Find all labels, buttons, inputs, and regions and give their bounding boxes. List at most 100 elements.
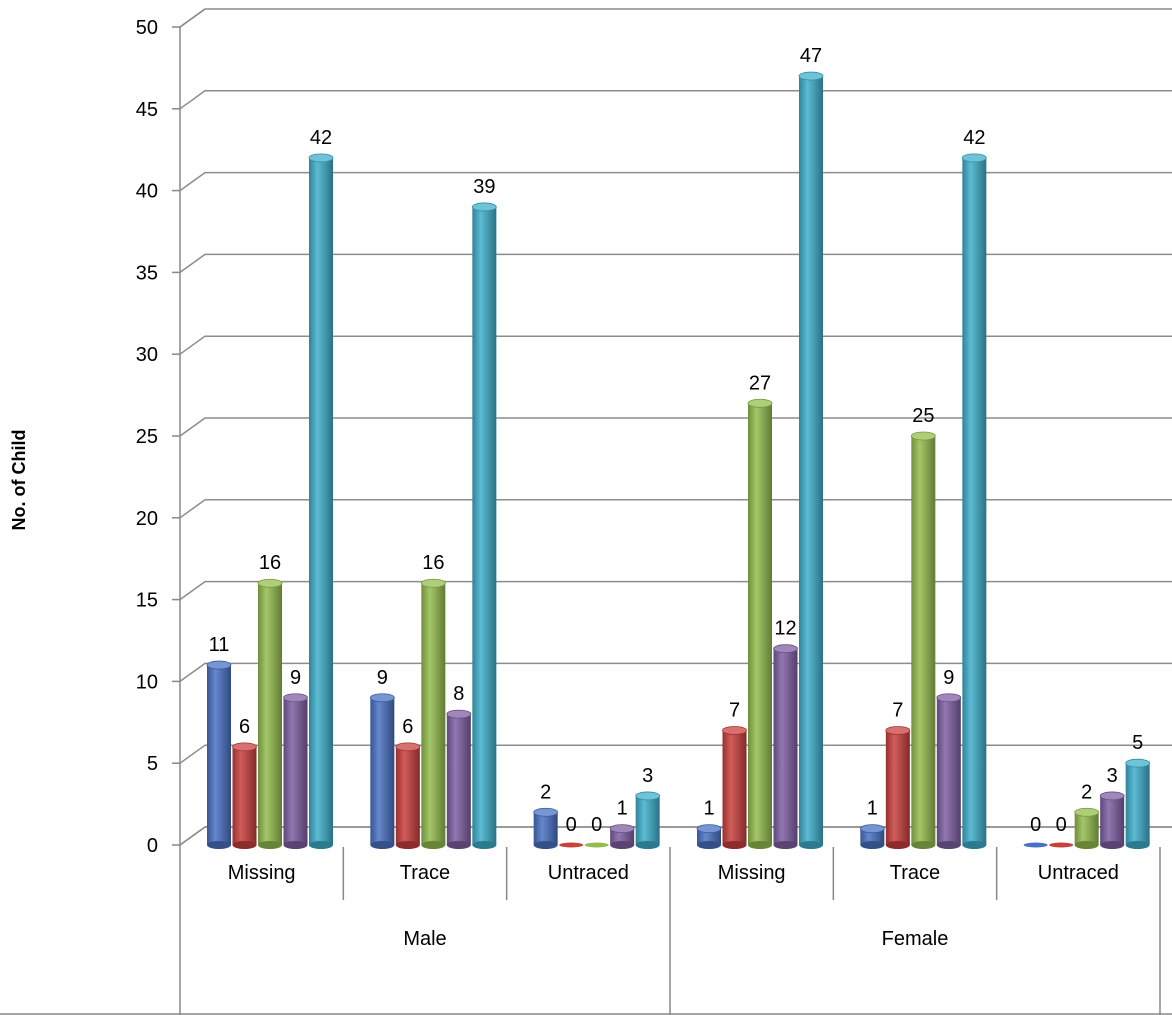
gridline — [179, 662, 1172, 683]
bar-base — [309, 841, 333, 849]
data-label: 9 — [290, 667, 301, 689]
gridline — [179, 335, 1172, 355]
bar-cap — [773, 644, 798, 654]
bar-cap — [696, 824, 722, 834]
bar-body — [446, 714, 471, 845]
bar-cap — [936, 693, 962, 703]
bar-body — [232, 746, 257, 845]
data-label: 6 — [402, 716, 413, 738]
data-label: 7 — [729, 699, 740, 721]
bar-cap — [559, 842, 584, 848]
bar-body — [773, 648, 798, 845]
bar-base — [1125, 841, 1150, 849]
bar — [1099, 791, 1125, 849]
bar-cap — [369, 693, 395, 703]
bar-body — [610, 828, 635, 845]
category-label: Untraced — [548, 862, 629, 884]
bar-body — [258, 583, 282, 845]
y-tick-label: 10 — [136, 671, 158, 693]
data-label: 6 — [239, 716, 250, 738]
data-label: 5 — [1132, 732, 1143, 754]
bar-body — [722, 730, 747, 845]
bar-base — [635, 841, 660, 849]
y-tick-label: 20 — [136, 508, 158, 530]
gridline — [179, 253, 1172, 274]
bar-body — [1074, 812, 1099, 845]
category-label: Trace — [890, 862, 940, 884]
bar — [747, 398, 773, 849]
data-label: 0 — [566, 814, 577, 836]
bar — [232, 742, 257, 849]
bar-body — [1100, 795, 1125, 845]
bar-cap — [232, 742, 257, 752]
y-tick-label: 35 — [136, 262, 158, 284]
bar-cap — [798, 71, 824, 81]
data-label: 0 — [591, 814, 602, 836]
bar — [420, 578, 446, 849]
bar-cap — [395, 742, 421, 752]
data-label: 2 — [1081, 781, 1092, 803]
bar — [283, 693, 308, 849]
bar-base — [395, 841, 420, 849]
bar — [257, 578, 283, 849]
y-tick-label: 45 — [136, 99, 158, 121]
gridline — [179, 171, 1172, 192]
data-label: 3 — [1107, 765, 1118, 787]
bar — [798, 71, 824, 849]
bar-base — [283, 841, 308, 849]
bar-base — [885, 841, 910, 849]
bar-cap — [283, 693, 308, 703]
category-axis: Missing Trace Untraced Missing Trace Untraced… — [0, 845, 1172, 1015]
bar — [584, 842, 609, 848]
data-label: 25 — [912, 405, 934, 427]
bar — [446, 709, 472, 849]
bar-body — [395, 746, 420, 845]
bar-cap — [446, 709, 472, 719]
bar — [885, 726, 911, 849]
y-tick-label: 25 — [136, 426, 158, 448]
bar-base — [936, 841, 961, 849]
bar-cap — [420, 578, 446, 588]
bar — [533, 807, 559, 849]
bar-cap — [885, 726, 911, 735]
bar-body — [962, 157, 987, 845]
bar — [395, 742, 421, 849]
y-tick-label: 50 — [136, 17, 158, 39]
bar-cap — [308, 153, 334, 163]
bar — [559, 842, 584, 848]
bar — [1023, 842, 1048, 848]
bar — [609, 824, 635, 849]
bar — [773, 644, 798, 849]
bar — [1125, 758, 1151, 849]
bar — [1074, 807, 1100, 849]
bar — [722, 726, 747, 849]
bar-base — [421, 841, 446, 849]
bar-base — [533, 841, 558, 849]
gridline — [179, 417, 1172, 437]
bar-base — [911, 841, 936, 849]
bar-body — [283, 697, 308, 845]
data-label: 11 — [209, 634, 230, 656]
bar-base — [697, 841, 721, 849]
data-label: 9 — [377, 667, 388, 689]
bar-base — [258, 841, 282, 849]
data-label: 0 — [1030, 814, 1041, 836]
bar-body — [533, 812, 558, 845]
bar-cap — [257, 578, 283, 588]
bar-base — [207, 841, 231, 849]
y-tick-label: 40 — [136, 181, 158, 203]
data-label: 1 — [703, 798, 714, 820]
data-label: 16 — [422, 552, 444, 574]
bar-base — [799, 841, 823, 849]
data-label: 42 — [963, 127, 985, 149]
bar-base — [860, 841, 885, 849]
bar-cap — [859, 824, 885, 834]
bar-cap — [1023, 842, 1048, 848]
category-label: Untraced — [1038, 862, 1119, 884]
bar-body — [421, 583, 446, 845]
y-tick-label: 30 — [136, 344, 158, 366]
bar-body — [370, 697, 395, 845]
bar-body — [911, 436, 936, 845]
